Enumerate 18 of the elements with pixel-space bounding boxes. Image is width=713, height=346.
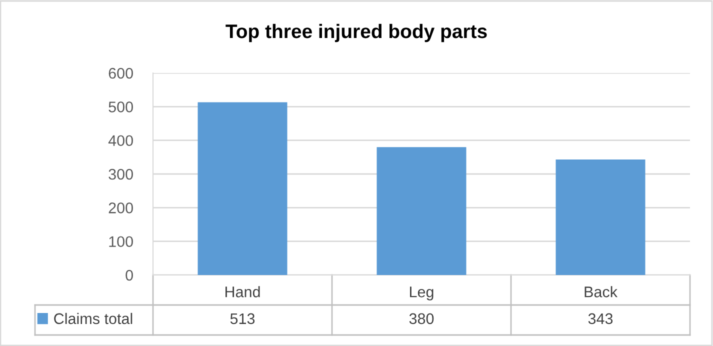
legend-label: Claims total <box>54 312 132 324</box>
y-tick-label: 500 <box>108 102 133 112</box>
y-tick-label: 200 <box>108 202 133 214</box>
data-label: 343 <box>588 313 613 324</box>
y-tick-label: 400 <box>108 135 133 146</box>
x-tick-label: Hand <box>225 286 260 298</box>
y-tick-label: 600 <box>108 68 133 79</box>
bar <box>556 160 646 275</box>
x-tick-label: Leg <box>410 286 434 300</box>
bar <box>376 147 466 275</box>
y-tick-label: 100 <box>109 236 133 248</box>
y-tick-label: 300 <box>108 168 133 180</box>
y-tick-label: 0 <box>126 270 133 281</box>
bar <box>198 102 288 275</box>
data-label: 513 <box>230 313 255 324</box>
chart-title: Top three injured body parts <box>226 24 487 42</box>
data-label: 380 <box>409 313 434 324</box>
x-tick-label: Back <box>584 286 618 298</box>
